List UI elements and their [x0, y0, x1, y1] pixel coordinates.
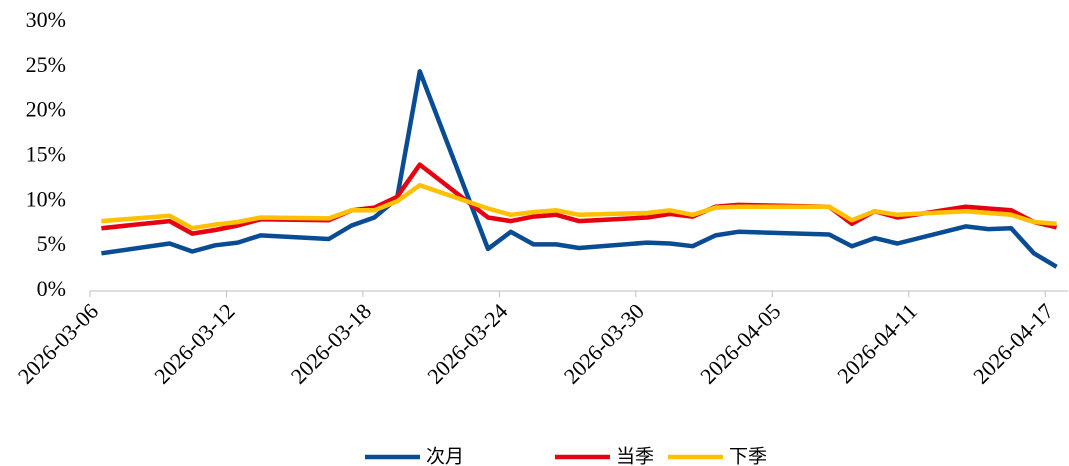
series-line — [101, 182, 1057, 231]
x-tick-label: 2026-04-17 — [968, 298, 1058, 388]
y-tick-label: 30% — [26, 7, 66, 32]
x-tick-label: 2026-04-05 — [695, 298, 785, 388]
series-line — [101, 162, 1058, 236]
y-tick-label: 10% — [26, 186, 66, 211]
legend-label: 次月 — [426, 446, 464, 466]
legend-label: 下季 — [729, 446, 767, 466]
y-tick-label: 0% — [37, 276, 66, 301]
x-tick-label: 2026-03-12 — [149, 298, 239, 388]
x-tick-label: 2026-03-24 — [422, 298, 512, 388]
x-tick-label: 2026-03-06 — [13, 298, 103, 388]
x-tick-label: 2026-04-11 — [832, 298, 922, 388]
y-tick-label: 5% — [37, 231, 66, 256]
series-line — [101, 69, 1058, 269]
x-tick-label: 2026-03-18 — [286, 298, 376, 388]
y-tick-label: 15% — [26, 142, 66, 167]
legend-label: 当季 — [616, 446, 654, 466]
y-tick-label: 25% — [26, 52, 66, 77]
x-tick-label: 2026-03-30 — [559, 298, 649, 388]
y-tick-label: 20% — [26, 97, 66, 122]
